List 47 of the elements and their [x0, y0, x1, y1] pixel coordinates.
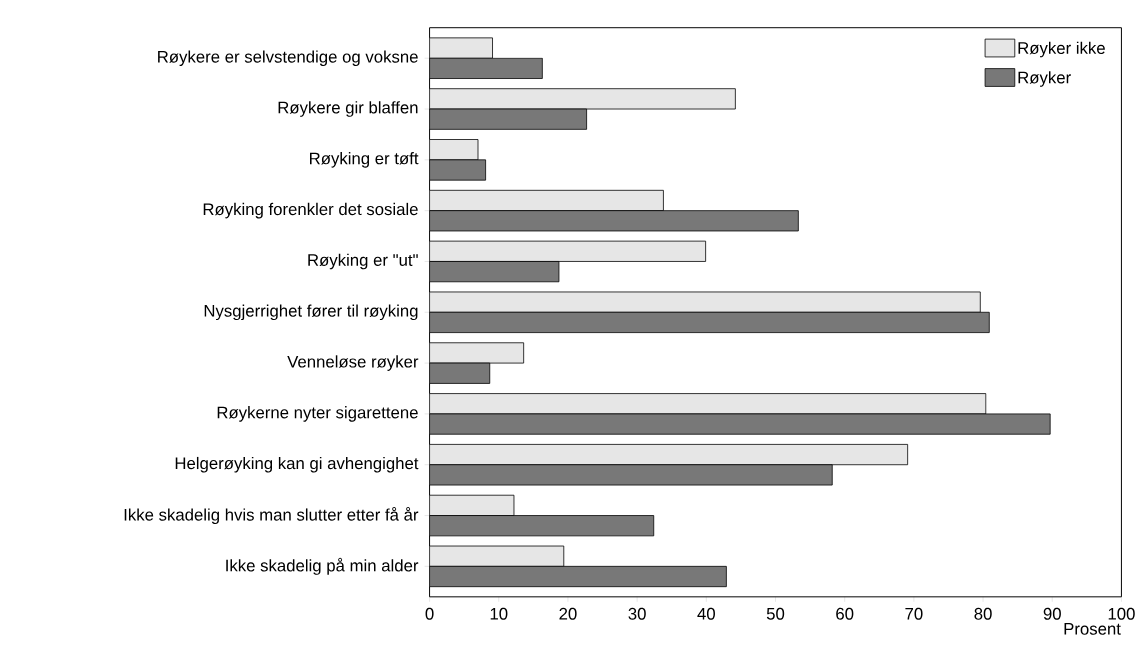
bar [429, 545, 565, 567]
y-tick-label: Røyking er tøft [310, 151, 419, 168]
y-tick-label: Røykere gir blaffen [278, 101, 418, 117]
bar [429, 494, 515, 516]
x-tick-label: 0 [425, 607, 434, 620]
x-tick-label: 70 [905, 607, 923, 620]
x-tick-label: 20 [559, 607, 577, 620]
y-tick-label: Røykere er selvstendige og voksne [158, 50, 418, 66]
legend-label: Røyker [1018, 71, 1071, 87]
bar [429, 565, 727, 588]
bar [429, 515, 655, 537]
y-tick-label: Ikke skadelig på min alder [226, 557, 419, 575]
bar [429, 159, 487, 181]
bar [429, 189, 664, 211]
bar [429, 362, 491, 384]
x-tick-label: 40 [697, 607, 715, 620]
y-tick-label: Venneløse røyker [287, 355, 419, 371]
y-tick-label: Røykerne nyter sigarettene [217, 406, 418, 422]
x-tick-label: 60 [836, 607, 854, 620]
x-tick-label: 30 [628, 607, 646, 620]
bar [429, 57, 543, 79]
bar [429, 342, 525, 364]
x-tick-label: 10 [490, 607, 508, 620]
y-tick-label: Ikke skadelig hvis man slutter etter få år [124, 506, 419, 524]
legend-label: Røyker ikke [1018, 41, 1105, 58]
bar [429, 88, 736, 110]
x-axis-title: Prosent [1064, 623, 1121, 635]
bar [429, 240, 707, 262]
x-tick-label: 50 [766, 607, 785, 620]
bar [429, 291, 981, 313]
bar [429, 108, 588, 130]
bar [429, 311, 990, 333]
y-tick-label: Røyking er "ut" [308, 253, 418, 270]
x-tick-label: 80 [974, 607, 992, 620]
y-tick-label: Nysgjerrighet fører til røyking [204, 304, 418, 321]
x-tick-label: 100 [1108, 607, 1135, 620]
bar [429, 413, 1051, 435]
y-tick-label: Helgerøyking kan gi avhengighet [175, 456, 419, 473]
bar [429, 37, 493, 59]
bar [429, 443, 909, 466]
bar [429, 210, 799, 232]
bar [429, 464, 833, 486]
bar [429, 139, 479, 161]
y-tick-label: Røyking forenkler det sosiale [203, 202, 418, 219]
bar [429, 261, 560, 283]
x-tick-label: 90 [1043, 607, 1061, 620]
bar [429, 393, 987, 415]
